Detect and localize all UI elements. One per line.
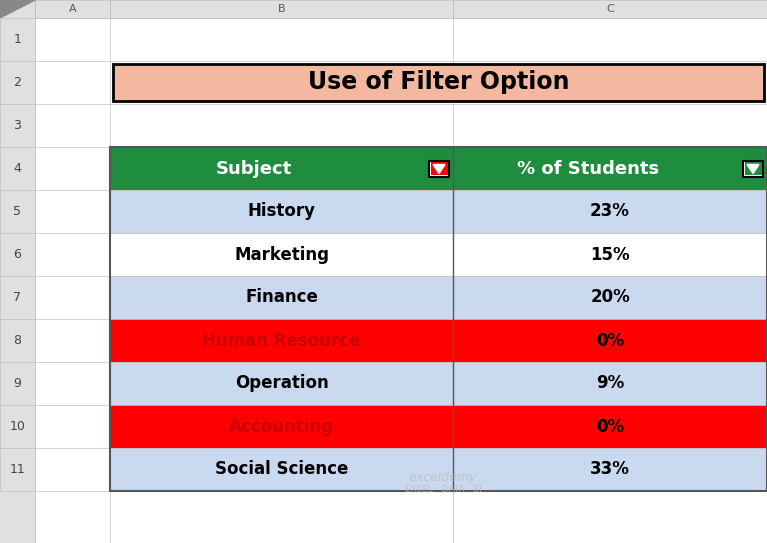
Bar — [453, 0, 767, 18]
Bar — [0, 61, 35, 104]
Bar — [35, 0, 110, 18]
Text: C: C — [606, 4, 614, 14]
Bar — [453, 405, 767, 448]
Bar — [110, 147, 767, 491]
Text: 2: 2 — [14, 76, 21, 89]
Text: 9: 9 — [14, 377, 21, 390]
Bar — [743, 161, 763, 176]
Text: 1: 1 — [14, 33, 21, 46]
Bar — [0, 18, 35, 543]
Bar — [0, 0, 767, 18]
Bar — [0, 362, 35, 405]
Bar — [110, 405, 453, 448]
Text: 0%: 0% — [596, 418, 624, 435]
Bar — [453, 448, 767, 491]
Polygon shape — [747, 165, 759, 174]
Bar — [110, 190, 453, 233]
Bar — [453, 147, 767, 190]
Text: 4: 4 — [14, 162, 21, 175]
Text: A: A — [69, 4, 76, 14]
Text: 11: 11 — [10, 463, 25, 476]
Bar — [0, 190, 35, 233]
Text: Marketing: Marketing — [234, 245, 329, 263]
Text: 23%: 23% — [590, 203, 630, 220]
Bar — [110, 276, 453, 319]
Text: Subject: Subject — [216, 160, 292, 178]
Text: 7: 7 — [14, 291, 21, 304]
Text: % of Students: % of Students — [517, 160, 659, 178]
Bar — [453, 233, 767, 276]
Text: 10: 10 — [9, 420, 25, 433]
Bar — [0, 276, 35, 319]
Text: EXCEL · DATA · BI: EXCEL · DATA · BI — [404, 484, 482, 494]
Text: 6: 6 — [14, 248, 21, 261]
Bar — [453, 276, 767, 319]
Bar — [110, 0, 453, 18]
Text: 0%: 0% — [596, 331, 624, 350]
Text: B: B — [278, 4, 285, 14]
Bar — [110, 448, 453, 491]
Bar — [429, 161, 449, 176]
Polygon shape — [0, 0, 35, 18]
Text: 9%: 9% — [596, 375, 624, 393]
Text: Finance: Finance — [245, 288, 318, 306]
Bar — [453, 190, 767, 233]
Text: Use of Filter Option: Use of Filter Option — [308, 71, 569, 94]
Text: Human Resource: Human Resource — [202, 331, 360, 350]
Bar — [0, 233, 35, 276]
Text: Social Science: Social Science — [215, 460, 348, 478]
Bar — [110, 147, 453, 190]
Bar — [0, 319, 35, 362]
Bar — [453, 319, 767, 362]
Text: 3: 3 — [14, 119, 21, 132]
Bar — [0, 104, 35, 147]
Text: Operation: Operation — [235, 375, 328, 393]
Bar — [745, 162, 762, 175]
Text: 5: 5 — [14, 205, 21, 218]
Text: 20%: 20% — [590, 288, 630, 306]
Bar — [110, 233, 453, 276]
Bar — [0, 405, 35, 448]
Bar — [0, 147, 35, 190]
Text: 15%: 15% — [590, 245, 630, 263]
Text: 8: 8 — [14, 334, 21, 347]
Text: 33%: 33% — [590, 460, 630, 478]
Bar — [453, 362, 767, 405]
Bar — [110, 319, 453, 362]
Text: Accounting: Accounting — [229, 418, 334, 435]
Bar — [0, 18, 35, 61]
Bar — [0, 448, 35, 491]
Bar — [113, 64, 764, 101]
Polygon shape — [433, 165, 445, 174]
Text: History: History — [248, 203, 315, 220]
Text: exceldemy: exceldemy — [409, 470, 477, 483]
Bar — [110, 362, 453, 405]
Bar — [430, 162, 447, 175]
